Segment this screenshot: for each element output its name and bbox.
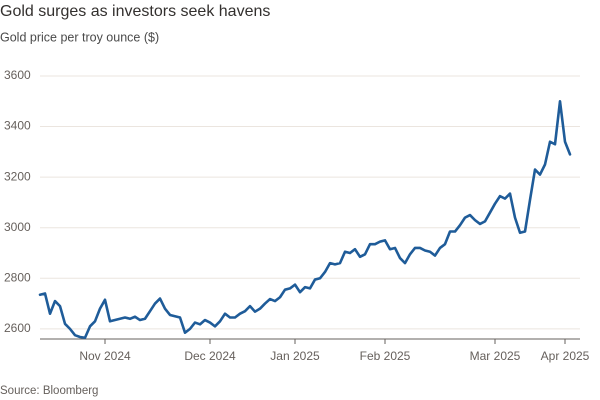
- y-tick-label: 2800: [4, 270, 31, 284]
- chart-title: Gold surges as investors seek havens: [0, 3, 270, 20]
- chart-subtitle: Gold price per troy ounce ($): [0, 30, 159, 44]
- y-tick-label: 3200: [4, 169, 31, 183]
- x-tick-label: Apr 2025: [541, 349, 590, 363]
- y-tick-label: 3000: [4, 220, 31, 234]
- price-line: [38, 99, 572, 340]
- x-tick-label: Dec 2024: [184, 349, 236, 363]
- y-tick-label: 3400: [4, 119, 31, 133]
- x-tick-label: Feb 2025: [360, 349, 411, 363]
- x-tick-label: Nov 2024: [79, 349, 131, 363]
- y-tick-label: 2600: [4, 321, 31, 335]
- y-tick-label: 3600: [4, 68, 31, 82]
- source: Source: Bloomberg: [0, 385, 98, 397]
- x-tick-label: Mar 2025: [470, 349, 521, 363]
- x-tick-label: Jan 2025: [270, 349, 320, 363]
